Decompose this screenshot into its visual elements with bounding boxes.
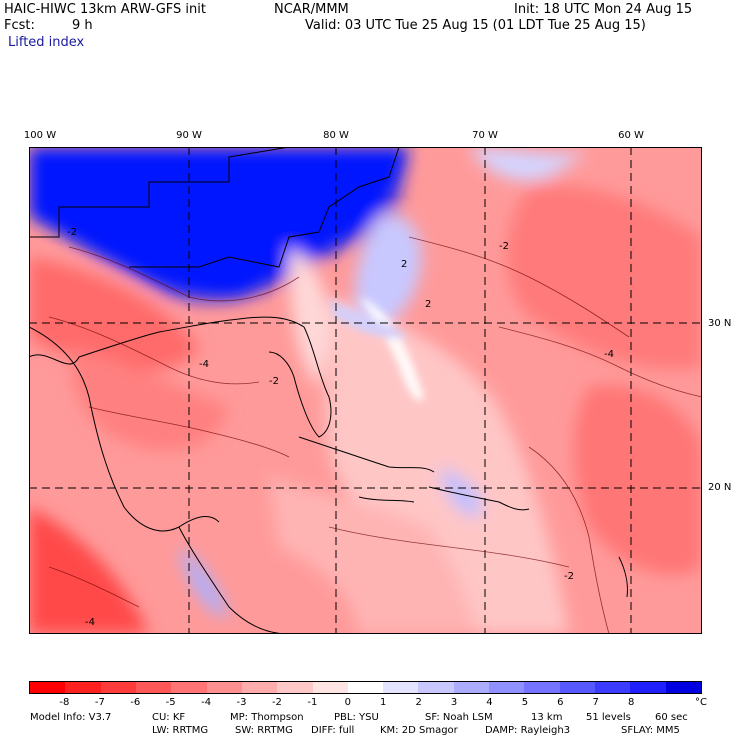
dark-region-southwest [29, 507, 149, 634]
colorbar-swatch [347, 682, 384, 693]
grid-lines [29, 147, 702, 634]
colorbar-tick-label: 3 [450, 697, 458, 708]
footer-lw: LW: RRTMG [152, 725, 209, 736]
colorbar-swatch [595, 682, 631, 693]
colorbar-swatch [559, 682, 595, 693]
colorbar-tick-label: -7 [94, 697, 105, 708]
colorbar-swatch [630, 682, 666, 693]
colorbar-tick-label: -4 [201, 697, 212, 708]
colorbar-swatch [312, 682, 348, 693]
stable-air-halo [29, 147, 409, 303]
colorbar-swatch [135, 682, 172, 693]
field-name: Lifted index [8, 35, 85, 50]
footer-cu: CU: KF [152, 712, 186, 723]
valid-time: Valid: 03 UTC Tue 25 Aug 15 (01 LDT Tue … [305, 18, 646, 33]
colorbar-swatch [65, 682, 101, 693]
dark-region-east [574, 385, 702, 575]
blue-area-central-america [179, 547, 229, 617]
init-time: Init: 18 UTC Mon 24 Aug 15 [514, 2, 693, 17]
colorbar-tick-label: 6 [557, 697, 564, 708]
footer-km: KM: 2D Smagor [380, 725, 458, 736]
footer-sf: SF: Noah LSM [425, 712, 493, 723]
model-title: HAIC-HIWC 13km ARW-GFS init [4, 2, 206, 17]
colorbar-swatch [453, 682, 490, 693]
colorbar-tick-label: -8 [59, 697, 70, 708]
colorbar-swatch [30, 682, 66, 693]
footer-damp: DAMP: Rayleigh3 [485, 725, 571, 736]
colorbar-swatch [524, 682, 560, 693]
map-border [29, 147, 702, 634]
colorbar-swatch [206, 682, 242, 693]
colorbar-tick-label: -5 [165, 697, 176, 708]
colorbar-swatch [241, 682, 278, 693]
colorbar-tick-label: -1 [307, 697, 318, 708]
contour-label: -4 [85, 617, 95, 628]
colorbar-swatch [489, 682, 525, 693]
contour-label: -4 [604, 349, 614, 360]
forecast-label: Fcst: [4, 18, 35, 33]
footer-timestep: 60 sec [655, 712, 688, 723]
forecast-hour: 9 h [72, 18, 93, 33]
contour-label: -2 [269, 376, 279, 387]
colorbar-tick-label: 4 [486, 697, 493, 708]
colorbar-tick-label: 2 [415, 697, 422, 708]
contour-label: 2 [425, 299, 431, 310]
footer-resolution: 13 km [531, 712, 563, 723]
colorbar-unit: °C [695, 697, 707, 708]
light-area-florida [289, 247, 329, 387]
coastlines [29, 147, 628, 634]
lifted-index-map: -2 -2 -2 -2 -4 -4 -4 2 2 [29, 147, 702, 634]
contour-label: -2 [499, 241, 509, 252]
lat-label-20n: 20 N [708, 482, 732, 493]
colorbar-tick-label: 1 [380, 697, 387, 708]
footer-mp: MP: Thompson [230, 712, 304, 723]
light-region-central [325, 297, 569, 634]
light-region-south [269, 477, 479, 634]
footer-model-info: Model Info: V3.7 [30, 712, 112, 723]
blue-tongue-atlantic [355, 215, 422, 325]
footer-sflay: SFLAY: MM5 [621, 725, 680, 736]
footer-levels: 51 levels [586, 712, 631, 723]
lon-label-90w: 90 W [176, 130, 202, 141]
colorbar-swatch [277, 682, 313, 693]
blue-swirl [329, 297, 409, 339]
contour-label: -2 [67, 227, 77, 238]
colorbar-tick-label: -2 [271, 697, 282, 708]
white-streak [359, 297, 424, 401]
colorbar-tick-label: 0 [344, 697, 351, 708]
lon-label-100w: 100 W [23, 130, 57, 141]
colorbar-swatch [100, 682, 136, 693]
colorbar-swatch [171, 682, 207, 693]
colorbar-tick-label: -3 [236, 697, 247, 708]
colorbar-tick-label: 8 [627, 697, 635, 708]
dark-region-gulf [29, 257, 199, 371]
contour-label: -4 [199, 359, 209, 370]
org-label: NCAR/MMM [274, 2, 349, 17]
blue-area-northeast [469, 147, 589, 181]
blue-area-cuba-east [439, 467, 482, 517]
colorbar-tick-label: -6 [130, 697, 141, 708]
lat-label-30n: 30 N [708, 318, 732, 329]
contour-label-group: -2 -2 -2 -2 -4 -4 -4 2 2 [67, 227, 614, 628]
footer-sw: SW: RRTMG [235, 725, 293, 736]
colorbar-swatch [383, 682, 419, 693]
colorbar-swatch [665, 682, 701, 693]
footer-pbl: PBL: YSU [334, 712, 379, 723]
colorbar [29, 681, 702, 694]
contour-label: 2 [401, 259, 407, 270]
colorbar-tick-label: 5 [521, 697, 529, 708]
colorbar-swatch [418, 682, 454, 693]
contour-lines [48, 236, 702, 634]
lon-label-70w: 70 W [472, 130, 498, 141]
footer-diff: DIFF: full [311, 725, 355, 736]
colorbar-tick-label: 7 [592, 697, 599, 708]
contour-label: -2 [564, 571, 574, 582]
lon-label-80w: 80 W [323, 130, 349, 141]
lon-label-60w: 60 W [618, 130, 644, 141]
